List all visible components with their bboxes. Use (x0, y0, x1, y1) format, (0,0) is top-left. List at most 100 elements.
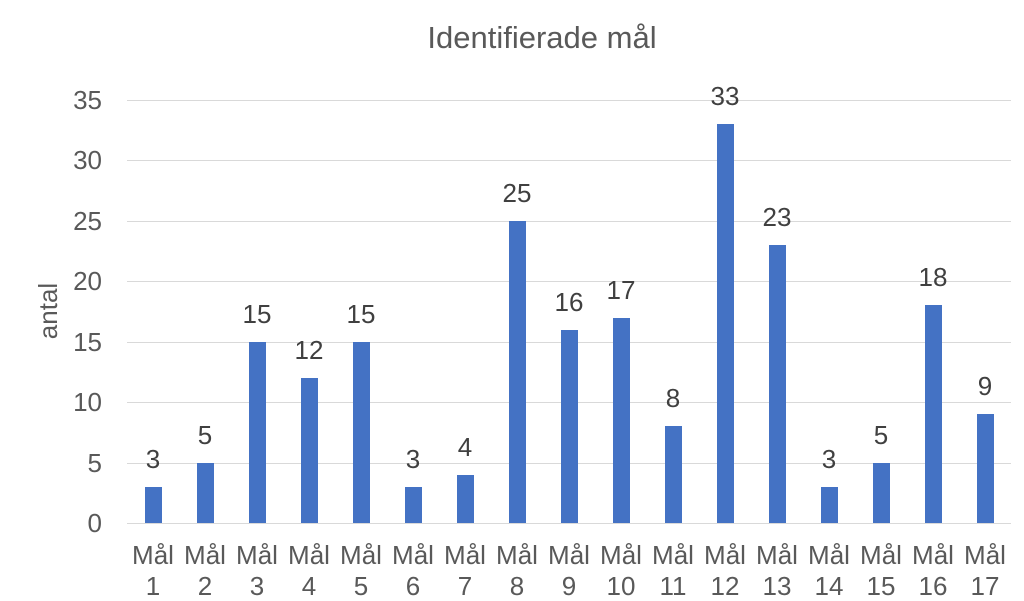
bar-value-label: 12 (294, 335, 324, 365)
bar (405, 487, 422, 523)
y-tick-label: 30 (73, 145, 102, 175)
y-tick-label: 35 (73, 85, 102, 115)
x-tick-label-word: Mål (652, 540, 694, 570)
x-tick-label-word: Mål (964, 540, 1006, 570)
bar-value-label: 4 (457, 432, 473, 462)
x-tick-label: Mål 15 (855, 540, 907, 601)
bar (613, 318, 630, 523)
x-tick-label: Mål 6 (387, 540, 439, 601)
bar-value-label: 5 (197, 420, 213, 450)
x-tick-label-word: Mål (392, 540, 434, 570)
bar (301, 378, 318, 523)
x-tick-label-word: Mål (496, 540, 538, 570)
bar (717, 124, 734, 523)
bar (665, 426, 682, 523)
x-tick-label-word: Mål (288, 540, 330, 570)
x-tick-label-number: 6 (405, 571, 421, 601)
y-tick-label: 15 (73, 327, 102, 357)
x-tick-label: Mål 13 (751, 540, 803, 601)
bar-value-label: 16 (554, 287, 584, 317)
x-tick-label: Mål 5 (335, 540, 387, 601)
x-tick-label: Mål 1 (127, 540, 179, 601)
bar-value-label: 3 (821, 444, 837, 474)
y-tick-label: 0 (87, 508, 102, 538)
x-tick-label-word: Mål (704, 540, 746, 570)
x-tick-label: Mål 11 (647, 540, 699, 601)
bar (197, 463, 214, 523)
bar-value-label: 25 (502, 178, 532, 208)
x-tick-label: Mål 16 (907, 540, 959, 601)
y-tick-label: 10 (73, 387, 102, 417)
bar-value-label: 18 (918, 262, 948, 292)
x-tick-label-word: Mål (756, 540, 798, 570)
y-tick-label: 5 (87, 448, 102, 478)
x-tick-label: Mål 12 (699, 540, 751, 601)
x-tick-label-word: Mål (600, 540, 642, 570)
bar (353, 342, 370, 523)
bar-value-label: 3 (145, 444, 161, 474)
bar-value-label: 17 (606, 275, 636, 305)
x-tick-label: Mål 3 (231, 540, 283, 601)
x-tick-label-number: 12 (710, 571, 740, 601)
bar (457, 475, 474, 523)
x-tick-label: Mål 9 (543, 540, 595, 601)
x-tick-label-number: 14 (814, 571, 844, 601)
x-tick-label-number: 16 (918, 571, 948, 601)
x-tick-label-number: 8 (509, 571, 525, 601)
bar (509, 221, 526, 523)
gridline (127, 160, 1011, 161)
x-tick-label-word: Mål (132, 540, 174, 570)
x-axis-line (127, 523, 1011, 524)
x-tick-label-number: 5 (353, 571, 369, 601)
bar (977, 414, 994, 523)
x-tick-label-number: 7 (457, 571, 473, 601)
x-tick-label: Mål 14 (803, 540, 855, 601)
x-tick-label: Mål 10 (595, 540, 647, 601)
x-tick-label-number: 17 (970, 571, 1000, 601)
bar (769, 245, 786, 523)
x-tick-label-word: Mål (236, 540, 278, 570)
x-tick-label-word: Mål (444, 540, 486, 570)
bar-value-label: 8 (665, 383, 681, 413)
bar (873, 463, 890, 523)
gridline (127, 100, 1011, 101)
bar-value-label: 15 (346, 299, 376, 329)
x-tick-label: Mål 8 (491, 540, 543, 601)
bar (249, 342, 266, 523)
x-tick-label-number: 10 (606, 571, 636, 601)
x-tick-label-word: Mål (340, 540, 382, 570)
x-tick-label-number: 4 (301, 571, 317, 601)
x-tick-label-number: 13 (762, 571, 792, 601)
bar-value-label: 23 (762, 202, 792, 232)
x-tick-label-word: Mål (548, 540, 590, 570)
x-tick-label-number: 11 (659, 571, 687, 601)
y-tick-label: 25 (73, 206, 102, 236)
chart-title: Identifierade mål (427, 20, 657, 55)
bar (821, 487, 838, 523)
x-tick-label-word: Mål (860, 540, 902, 570)
bar-value-label: 3 (405, 444, 421, 474)
bar-value-label: 15 (242, 299, 272, 329)
bar-value-label: 33 (710, 81, 740, 111)
bar (145, 487, 162, 523)
x-tick-label-number: 15 (866, 571, 896, 601)
gridline (127, 281, 1011, 282)
bar-value-label: 9 (977, 371, 993, 401)
bar (561, 330, 578, 523)
y-tick-label: 20 (73, 266, 102, 296)
bar (925, 305, 942, 523)
x-tick-label: Mål 2 (179, 540, 231, 601)
x-tick-label-number: 3 (249, 571, 265, 601)
x-tick-label: Mål 7 (439, 540, 491, 601)
x-tick-label-word: Mål (184, 540, 226, 570)
x-tick-label: Mål 17 (959, 540, 1011, 601)
x-tick-label: Mål 4 (283, 540, 335, 601)
x-tick-label-number: 1 (145, 571, 161, 601)
x-tick-label-word: Mål (912, 540, 954, 570)
bar-value-label: 5 (873, 420, 889, 450)
x-tick-label-number: 9 (561, 571, 577, 601)
x-tick-label-word: Mål (808, 540, 850, 570)
gridline (127, 221, 1011, 222)
x-tick-label-number: 2 (197, 571, 213, 601)
